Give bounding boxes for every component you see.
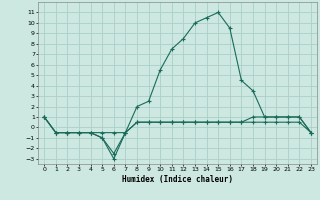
X-axis label: Humidex (Indice chaleur): Humidex (Indice chaleur) xyxy=(122,175,233,184)
